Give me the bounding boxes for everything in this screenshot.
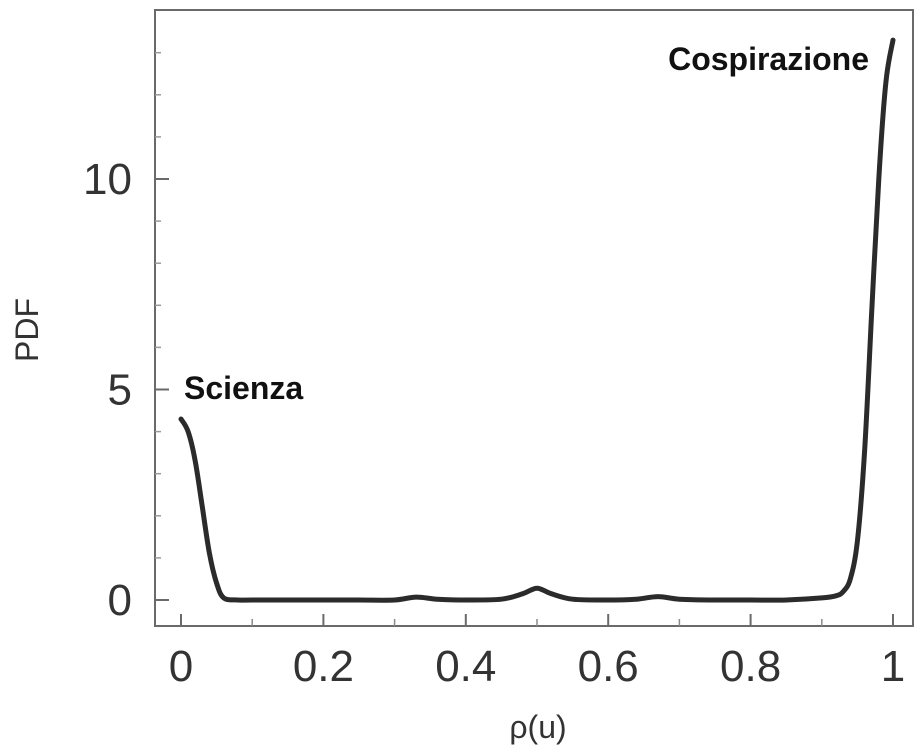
x-tick-label: 0 [169,642,193,691]
y-tick-label: 0 [108,576,132,625]
x-tick-label: 0.4 [435,642,496,691]
pdf-line [178,37,896,603]
x-tick-label: 0.2 [293,642,354,691]
x-tick-label: 0.8 [720,642,781,691]
y-axis-ticks: 0 5 10 [83,51,169,625]
annotation-cospirazione: Cospirazione [668,41,869,77]
x-tick-label: 1 [881,642,905,691]
plot-frame [154,9,914,627]
y-tick-label: 5 [108,366,132,415]
y-axis-title: PDF [9,298,45,362]
y-tick-label: 10 [83,155,132,204]
x-tick-label: 0.6 [578,642,639,691]
x-axis-title: ρ(u) [509,709,566,745]
annotation-scienza: Scienza [184,370,303,406]
x-axis-ticks: 0 0.2 0.4 0.6 0.8 1 [169,614,905,691]
